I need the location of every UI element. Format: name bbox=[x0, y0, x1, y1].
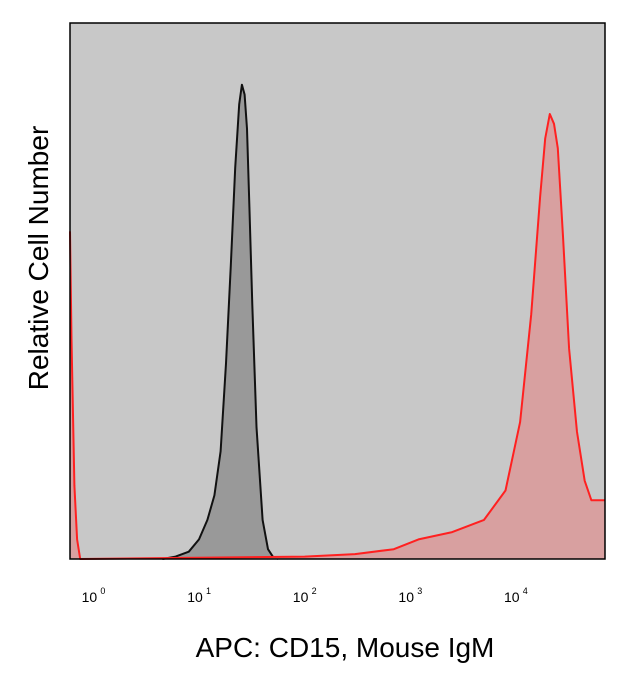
x-tick-exponent-1: 1 bbox=[206, 586, 211, 596]
histogram-line-1 bbox=[162, 83, 279, 560]
x-axis-title: APC: CD15, Mouse IgM bbox=[196, 632, 495, 663]
y-axis-title: Relative Cell Number bbox=[23, 126, 54, 391]
x-tick-exponent-4: 4 bbox=[523, 586, 528, 596]
x-tick-labels: 10 0 10 1 10 2 10 3 10 4 bbox=[82, 586, 528, 605]
x-tick-label-2: 10 bbox=[293, 589, 309, 605]
x-tick-label-0: 10 bbox=[82, 589, 98, 605]
x-tick-label-4: 10 bbox=[504, 589, 520, 605]
x-tick-exponent-3: 3 bbox=[417, 586, 422, 596]
x-tick-exponent-2: 2 bbox=[312, 586, 317, 596]
plot-area bbox=[69, 22, 606, 560]
histogram-fill-2 bbox=[70, 114, 605, 559]
x-tick-label-1: 10 bbox=[187, 589, 203, 605]
x-tick-label-3: 10 bbox=[398, 589, 414, 605]
plot-frame bbox=[69, 22, 606, 560]
x-tick-exponent-0: 0 bbox=[100, 586, 105, 596]
